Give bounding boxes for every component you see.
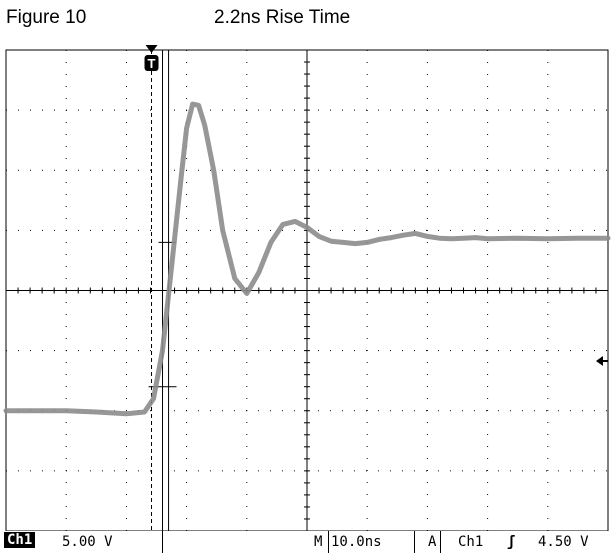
- trigger-slope-icon: ʃ: [507, 534, 516, 550]
- oscilloscope-display: T: [3, 45, 611, 531]
- status-divider: [414, 531, 415, 553]
- status-divider: [440, 531, 441, 553]
- marker-layer: T: [144, 45, 608, 366]
- trace-layer: [3, 101, 611, 417]
- trigger-source: Ch1: [458, 534, 484, 550]
- scope-status-bar: Ch1 5.00 V M 10.0ns A Ch1 ʃ 4.50 V: [0, 531, 612, 554]
- trigger-position-icon: [145, 45, 158, 53]
- timebase-value: 10.0ns: [331, 534, 382, 550]
- trigger-level: 4.50 V: [538, 534, 589, 550]
- status-divider: [328, 531, 329, 553]
- figure-label: Figure 10: [6, 7, 87, 28]
- status-divider: [162, 531, 163, 553]
- trigger-level-arrow-icon: [596, 356, 603, 366]
- trigger-mode: A: [428, 534, 437, 550]
- volts-per-div: 5.00 V: [62, 534, 113, 550]
- trigger-marker-box: [144, 55, 159, 71]
- figure-title: 2.2ns Rise Time: [214, 7, 351, 28]
- waveform-trace: [3, 101, 611, 417]
- channel-indicator: Ch1: [4, 532, 36, 548]
- trigger-marker-label: T: [148, 56, 156, 71]
- timebase-label: M: [314, 534, 323, 550]
